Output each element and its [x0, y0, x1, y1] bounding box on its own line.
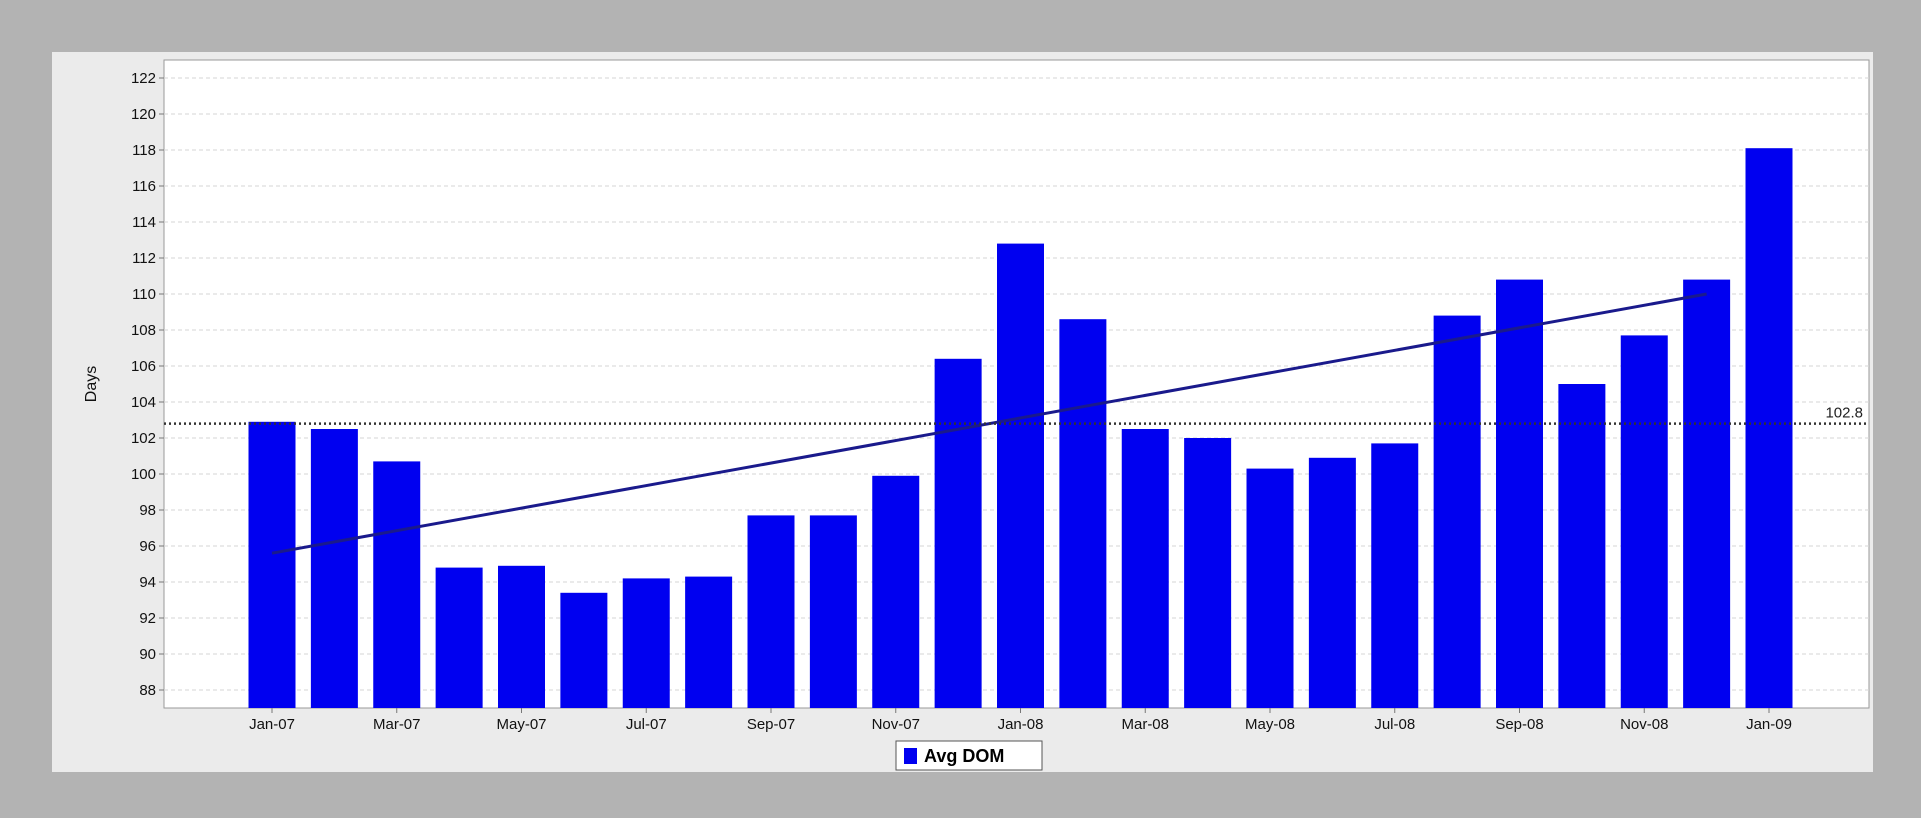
- legend[interactable]: Avg DOM: [895, 740, 1043, 771]
- bar-Dec-08: [1683, 279, 1731, 708]
- x-axis: Jan-07 Mar-07 May-07 Jul-07 Sep-07 Nov-07 Jan-…: [249, 708, 1792, 733]
- y-tick-label: 98: [139, 502, 156, 519]
- legend-swatch: [904, 748, 917, 764]
- bar-Jul-08: [1371, 443, 1419, 708]
- bar-Nov-07: [872, 475, 920, 708]
- bars: [248, 148, 1793, 708]
- y-tick-label: 88: [139, 682, 156, 699]
- bar-Jun-07: [560, 592, 608, 708]
- legend-label: Avg DOM: [924, 746, 1004, 766]
- y-tick-label: 96: [139, 538, 156, 555]
- x-tick-label: May-07: [496, 716, 546, 733]
- average-label: 102.8: [1825, 405, 1863, 422]
- bar-Mar-08: [1121, 429, 1169, 708]
- x-tick-label: Mar-07: [373, 716, 421, 733]
- bar-Sep-08: [1496, 279, 1543, 708]
- chart-panel: 102.8 88 90 92 94 96 98 100 102 104 106 108 110 112 1…: [52, 52, 1873, 772]
- bar-Jul-07: [622, 578, 670, 708]
- bar-Jan-09: [1745, 148, 1793, 708]
- x-tick-label: Sep-08: [1495, 716, 1543, 733]
- bar-Oct-07: [809, 515, 857, 708]
- y-tick-label: 112: [132, 250, 156, 267]
- x-tick-label: Jul-08: [1374, 716, 1415, 733]
- bar-Jan-07: [248, 421, 296, 708]
- y-tick-label: 106: [131, 358, 156, 375]
- y-tick-label: 110: [132, 286, 156, 303]
- x-tick-label: Jan-09: [1746, 716, 1792, 733]
- y-tick-label: 116: [132, 178, 156, 195]
- y-tick-label: 122: [131, 70, 156, 87]
- bar-Feb-08: [1059, 319, 1107, 708]
- y-axis-title: Days: [83, 366, 100, 402]
- bar-Feb-07: [310, 429, 358, 708]
- bar-May-08: [1246, 468, 1294, 708]
- y-tick-label: 92: [139, 610, 156, 627]
- y-tick-label: 118: [132, 142, 156, 159]
- y-axis: 88 90 92 94 96 98 100 102 104 106 108 110 112 114 116 1…: [131, 70, 164, 699]
- bar-chart: 102.8 88 90 92 94 96 98 100 102 104 106 108 110 112 1…: [83, 59, 1870, 771]
- x-tick-label: May-08: [1245, 716, 1295, 733]
- x-tick-label: Nov-08: [1620, 716, 1668, 733]
- x-tick-label: Jul-07: [626, 716, 667, 733]
- x-tick-label: Nov-07: [872, 716, 920, 733]
- bar-Aug-07: [685, 576, 733, 708]
- bar-Mar-07: [373, 461, 421, 708]
- bar-Sep-07: [747, 515, 795, 708]
- bar-Oct-08: [1558, 384, 1606, 708]
- x-tick-label: Jan-07: [249, 716, 295, 733]
- bar-Dec-07: [934, 358, 982, 708]
- bar-May-07: [498, 565, 545, 708]
- y-tick-label: 94: [139, 574, 156, 591]
- bar-Nov-08: [1620, 335, 1668, 708]
- y-tick-label: 100: [131, 466, 156, 483]
- y-tick-label: 90: [139, 646, 156, 663]
- y-tick-label: 102: [131, 430, 156, 447]
- legend-box: [895, 740, 1043, 771]
- bar-Jan-08: [997, 243, 1044, 708]
- bar-Aug-08: [1433, 315, 1481, 708]
- bar-Apr-08: [1184, 438, 1232, 708]
- x-tick-label: Mar-08: [1121, 716, 1169, 733]
- y-tick-label: 120: [131, 106, 156, 123]
- x-tick-label: Sep-07: [747, 716, 795, 733]
- y-tick-label: 104: [131, 394, 156, 411]
- bar-Apr-07: [435, 567, 483, 708]
- x-tick-label: Jan-08: [998, 716, 1044, 733]
- y-tick-label: 114: [132, 214, 156, 231]
- y-tick-label: 108: [131, 322, 156, 339]
- average-line: 102.8: [164, 405, 1869, 425]
- bar-Jun-08: [1308, 457, 1356, 708]
